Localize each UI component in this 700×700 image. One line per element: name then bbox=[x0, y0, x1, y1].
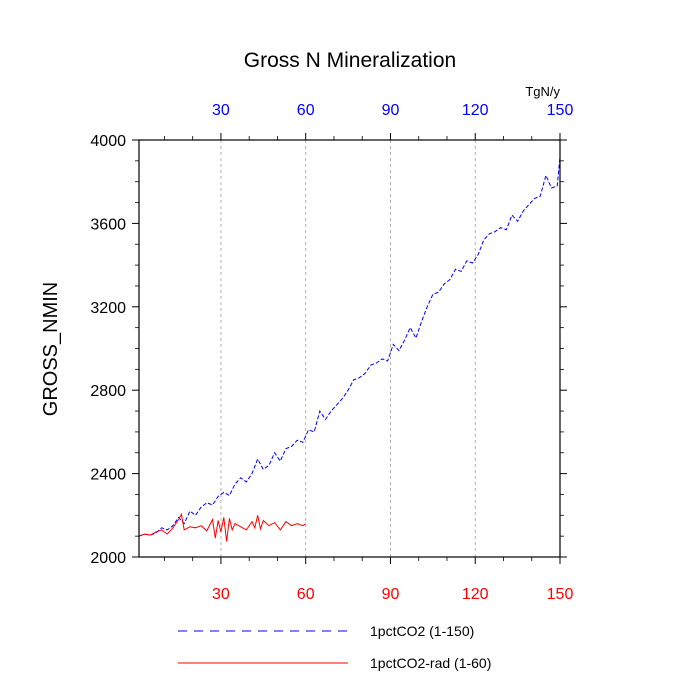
x-tick-label-top: 60 bbox=[297, 102, 315, 119]
y-tick-label: 4000 bbox=[90, 133, 126, 150]
x-tick-label-bottom: 90 bbox=[382, 586, 400, 603]
x-tick-label-top: 150 bbox=[547, 102, 574, 119]
x-tick-label-bottom: 150 bbox=[547, 586, 574, 603]
y-tick-label: 2000 bbox=[90, 550, 126, 567]
y-tick-label: 2800 bbox=[90, 383, 126, 400]
legend-label-2: 1pctCO2-rad (1-60) bbox=[370, 655, 491, 671]
y-tick-label: 3600 bbox=[90, 216, 126, 233]
x-tick-label-top: 120 bbox=[462, 102, 489, 119]
units-label: TgN/y bbox=[525, 84, 560, 99]
series-line-1 bbox=[138, 156, 561, 537]
grid-lines bbox=[220, 140, 476, 557]
legend-label-1: 1pctCO2 (1-150) bbox=[370, 623, 474, 639]
x-tick-label-bottom: 60 bbox=[297, 586, 315, 603]
series-line-2 bbox=[138, 512, 307, 542]
legend: 1pctCO2 (1-150) 1pctCO2-rad (1-60) bbox=[178, 623, 491, 671]
axes-layer: 30 30 60 60 90 90 120 120 150 150 2000 2400 2800 3200… bbox=[90, 102, 573, 603]
y-tick-label: 2400 bbox=[90, 467, 126, 484]
series-layer bbox=[138, 156, 561, 542]
x-tick-label-top: 90 bbox=[382, 102, 400, 119]
y-tick-label: 3200 bbox=[90, 300, 126, 317]
chart-title: Gross N Mineralization bbox=[244, 49, 456, 72]
x-tick-label-bottom: 30 bbox=[212, 586, 230, 603]
y-axis-label: GROSS_NMIN bbox=[40, 282, 62, 416]
plot-frame bbox=[138, 139, 561, 558]
x-tick-label-top: 30 bbox=[212, 102, 230, 119]
x-tick-label-bottom: 120 bbox=[462, 586, 489, 603]
